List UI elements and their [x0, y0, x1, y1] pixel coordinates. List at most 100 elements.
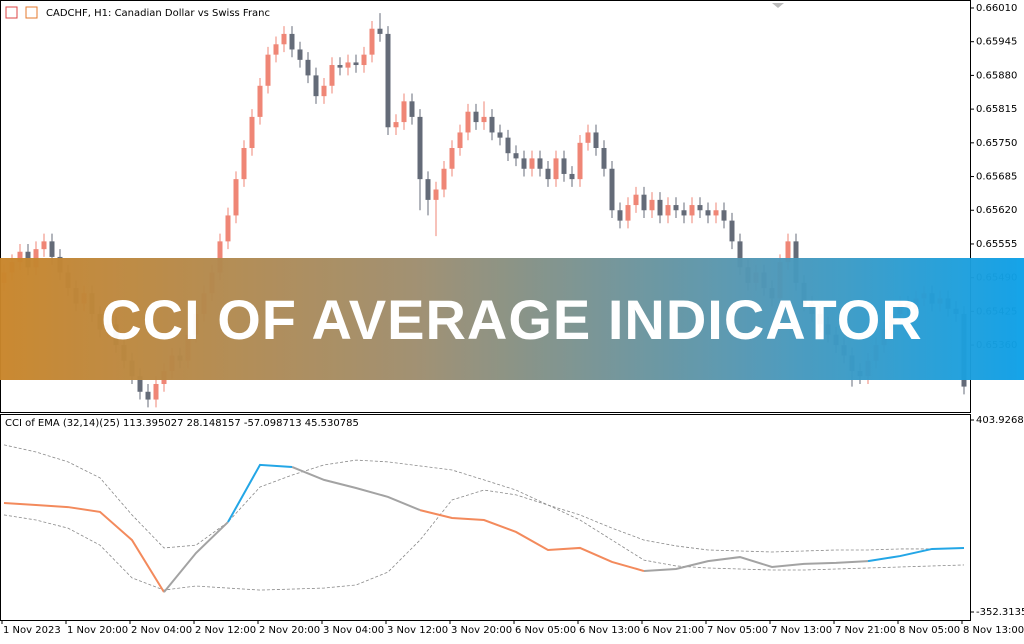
candle-body: [521, 158, 527, 169]
candle-body: [737, 241, 743, 268]
candle-body: [649, 199, 655, 211]
candle-body: [633, 194, 639, 206]
candle-body: [449, 148, 455, 169]
candle-body: [225, 215, 231, 242]
candle-body: [601, 148, 607, 169]
candle-body: [393, 122, 399, 128]
x-tick-label: 2 Nov 04:00: [131, 625, 192, 636]
candle-body: [705, 210, 711, 216]
candle-body: [337, 65, 343, 68]
cci-line: [227, 463, 965, 563]
candle-body: [529, 158, 535, 169]
candle-body: [385, 33, 391, 128]
candle-body: [265, 54, 271, 86]
x-tick-label: 8 Nov 13:00: [963, 625, 1024, 636]
candle-body: [681, 210, 687, 216]
cci-line: [3, 502, 645, 593]
candle-body: [249, 116, 255, 149]
banner: CCI OF AVERAGE INDICATOR: [0, 258, 1024, 380]
x-tick-label: 6 Nov 13:00: [579, 625, 640, 636]
y-tick-label: 0.66010: [976, 3, 1017, 14]
cci-line: [163, 466, 869, 593]
x-tick-label: 6 Nov 05:00: [515, 625, 576, 636]
candle-body: [721, 210, 727, 221]
candle-body: [369, 28, 375, 55]
candle-body: [713, 210, 719, 216]
x-tick-label: 7 Nov 05:00: [707, 625, 768, 636]
candle-body: [561, 158, 567, 174]
candle-body: [569, 173, 575, 180]
x-tick-label: 2 Nov 20:00: [259, 625, 320, 636]
candle-body: [145, 391, 151, 400]
candle-body: [17, 251, 23, 263]
scroll-marker[interactable]: [772, 3, 784, 8]
candle-body: [513, 153, 519, 159]
candle-body: [425, 179, 431, 200]
x-tick-label: 7 Nov 13:00: [771, 625, 832, 636]
x-tick-label: 6 Nov 21:00: [643, 625, 704, 636]
candle-body: [377, 28, 383, 34]
candle-body: [441, 168, 447, 190]
main-panel: [0, 0, 971, 413]
chart-title: CADCHF, H1: Canadian Dollar vs Swiss Fra…: [46, 8, 270, 19]
candle-body: [233, 179, 239, 216]
candle-body: [625, 205, 631, 221]
x-tick-label: 3 Nov 12:00: [387, 625, 448, 636]
candle-body: [281, 33, 287, 45]
y-tick-label: 0.65750: [976, 138, 1017, 149]
candle-body: [617, 210, 623, 221]
candle-body: [481, 116, 487, 123]
y-tick-label: 403.926836: [976, 415, 1024, 426]
band-line: [3, 489, 965, 591]
candle-body: [465, 111, 471, 133]
candle-body: [329, 65, 335, 86]
x-tick-label: 8 Nov 05:00: [899, 625, 960, 636]
candle-body: [433, 189, 439, 200]
candle-body: [217, 241, 223, 273]
candle-body: [657, 199, 663, 216]
candle-body: [729, 220, 735, 242]
band-line: [3, 444, 965, 553]
candle-body: [257, 85, 263, 117]
candle-body: [497, 132, 503, 138]
candle-body: [457, 132, 463, 149]
y-tick-label: 0.65815: [976, 104, 1017, 115]
candle-body: [473, 111, 479, 123]
menu-icon[interactable]: [5, 6, 18, 19]
candle-body: [241, 148, 247, 180]
candle-body: [353, 62, 359, 66]
candle-body: [665, 205, 671, 216]
indicator-title: CCI of EMA (32,14)(25) 113.395027 28.148…: [5, 418, 359, 429]
candle-body: [305, 59, 311, 76]
candle-body: [689, 205, 695, 216]
candle-body: [345, 62, 351, 68]
candle-body: [289, 33, 295, 50]
candle-body: [593, 132, 599, 149]
chart-icon[interactable]: [25, 6, 38, 19]
candle-body: [49, 241, 55, 257]
candle-body: [41, 241, 47, 250]
candle-body: [697, 205, 703, 211]
candle-body: [137, 376, 143, 392]
candle-body: [273, 44, 279, 55]
candle-body: [361, 54, 367, 66]
y-tick-label: 0.65620: [976, 205, 1017, 216]
x-tick-label: 1 Nov 2023: [3, 625, 61, 636]
y-tick-label: 0.65685: [976, 172, 1017, 183]
x-tick-label: 7 Nov 21:00: [835, 625, 896, 636]
candle-body: [641, 194, 647, 211]
candle-body: [553, 158, 559, 180]
x-tick-label: 2 Nov 12:00: [195, 625, 256, 636]
candle-body: [577, 142, 583, 180]
candle-body: [297, 49, 303, 60]
candle-body: [417, 116, 423, 180]
indicator-panel: [0, 414, 971, 621]
banner-text: CCI OF AVERAGE INDICATOR: [101, 287, 923, 351]
candle-body: [409, 101, 415, 117]
candle-body: [609, 168, 615, 211]
y-tick-label: -352.313598: [976, 607, 1024, 618]
candle-body: [489, 116, 495, 133]
y-tick-label: 0.65880: [976, 70, 1017, 81]
candle-body: [585, 132, 591, 143]
